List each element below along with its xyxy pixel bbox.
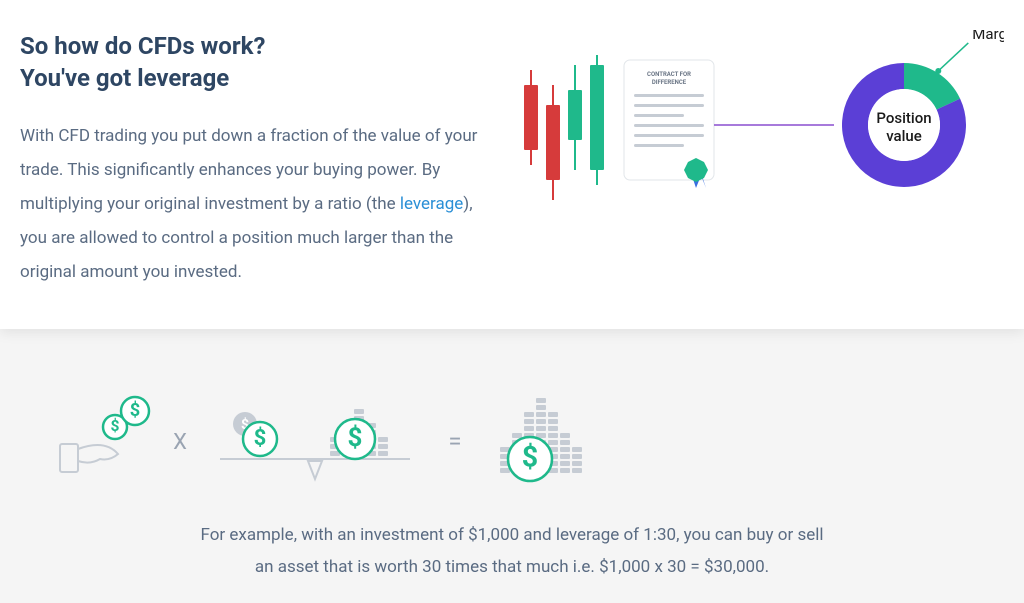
svg-text:CONTRACT FOR: CONTRACT FOR	[647, 71, 691, 78]
example-section: $$X$$$=$ For example, with an investment…	[0, 329, 1024, 603]
svg-text:DIFFERENCE: DIFFERENCE	[652, 79, 687, 86]
example-text: For example, with an investment of $1,00…	[40, 519, 984, 584]
svg-text:$: $	[111, 417, 120, 435]
svg-text:$: $	[130, 400, 140, 421]
section-paragraph: With CFD trading you put down a fraction…	[20, 119, 494, 289]
example-graphic: $$X$$$=$	[40, 369, 984, 489]
section-heading: So how do CFDs work? You've got leverage	[20, 30, 494, 95]
svg-text:$: $	[522, 439, 538, 473]
example-line1: For example, with an investment of $1,00…	[201, 525, 824, 545]
cfd-illustration: CONTRACT FORDIFFERENCE Positionvalue Margi…	[514, 30, 1004, 230]
svg-text:Position: Position	[876, 109, 931, 127]
card-text-column: So how do CFDs work? You've got leverage…	[20, 30, 494, 289]
leverage-link[interactable]: leverage	[400, 194, 463, 214]
heading-line1: So how do CFDs work?	[20, 32, 265, 60]
svg-text:$: $	[254, 425, 267, 451]
svg-text:value: value	[886, 127, 922, 145]
svg-text:$: $	[348, 423, 363, 453]
example-line2: an asset that is worth 30 times that muc…	[255, 557, 769, 577]
card-illustration-column: CONTRACT FORDIFFERENCE Positionvalue Margi…	[514, 30, 1004, 289]
leverage-equation-graphic: $$X$$$=$	[40, 369, 680, 489]
svg-text:=: =	[448, 427, 461, 455]
svg-text:X: X	[173, 430, 187, 455]
heading-line2: You've got leverage	[20, 64, 229, 92]
info-card: So how do CFDs work? You've got leverage…	[0, 0, 1024, 329]
svg-text:Margin: Margin	[972, 30, 1004, 43]
